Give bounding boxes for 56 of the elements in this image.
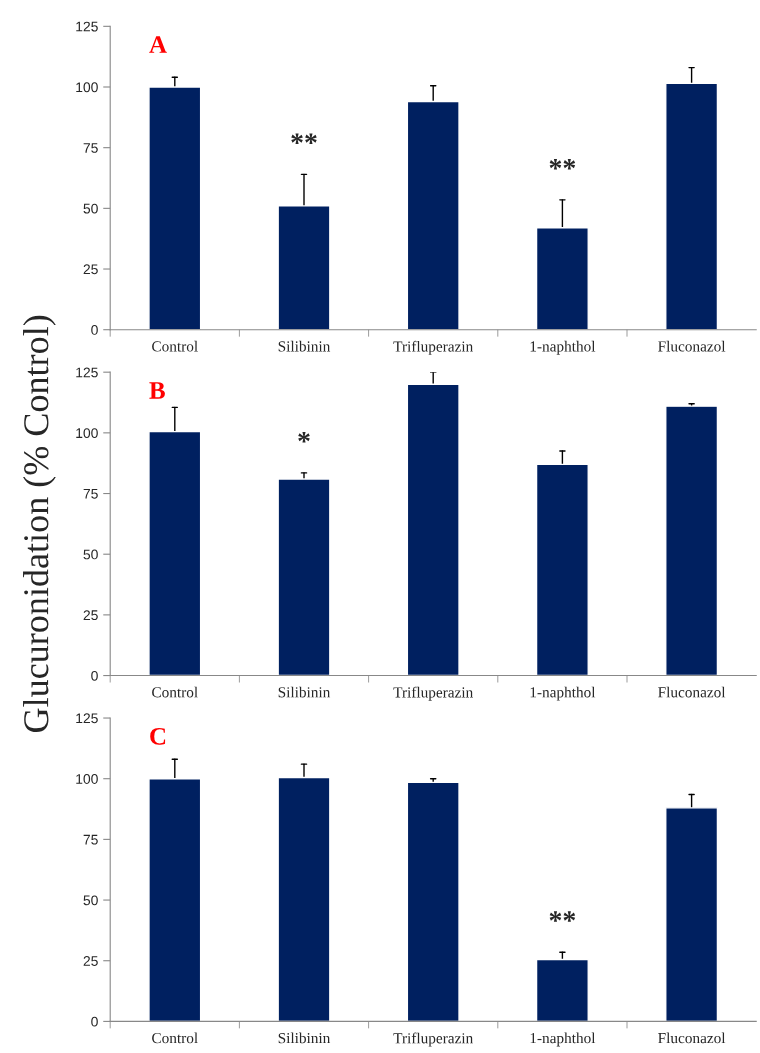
x-tick-label: Control [152, 340, 198, 352]
annotation: ** [291, 133, 317, 144]
x-tick-label: Silibinin [278, 686, 331, 698]
y-tick-label: 25 [83, 610, 98, 621]
bar [406, 383, 460, 676]
bar [665, 82, 719, 330]
y-tick-label: 25 [83, 264, 98, 275]
chart-title: B [149, 382, 165, 399]
x-tick-label: 1-naphthol [530, 340, 596, 355]
x-tick-label: 1-naphthol [530, 686, 596, 701]
x-tick-label: Trifluperazin [393, 340, 473, 355]
bar [535, 227, 589, 330]
x-tick-label: Control [152, 686, 198, 698]
x-tick-label: Silibinin [278, 1032, 331, 1044]
y-tick-label: 100 [76, 428, 98, 439]
bar [277, 776, 331, 1022]
bar [148, 430, 202, 676]
bar [665, 807, 719, 1022]
y-tick-label: 125 [76, 367, 98, 378]
bar [148, 778, 202, 1022]
x-tick-label: Silibinin [278, 340, 331, 352]
bar [535, 463, 589, 676]
x-tick-label: Fluconazol [658, 686, 726, 698]
annotation: * [298, 431, 310, 443]
y-tick-label: 50 [83, 895, 98, 906]
y-tick-label: 75 [83, 489, 98, 499]
bar [277, 205, 331, 330]
bar [406, 781, 460, 1022]
y-tick-label: 100 [76, 82, 98, 93]
bar [665, 405, 719, 676]
annotation: ** [549, 158, 576, 170]
y-tick-label: 50 [83, 549, 98, 560]
x-tick-label: 1-naphthol [530, 1032, 596, 1047]
y-tick-label: 125 [76, 21, 98, 32]
x-tick-label: Fluconazol [658, 1032, 726, 1044]
chart-title: A [149, 36, 167, 53]
x-tick-label: Fluconazol [658, 340, 726, 352]
x-tick-label: Trifluperazin [393, 1032, 473, 1047]
x-tick-label: Control [152, 1032, 198, 1044]
bar [148, 86, 202, 330]
y-tick-label: 100 [76, 774, 98, 784]
y-tick-label: 0 [91, 1016, 98, 1027]
y-tick-label: 0 [91, 670, 98, 681]
y-tick-label: 50 [83, 203, 98, 214]
chart-title: C [150, 727, 166, 745]
y-tick-label: 75 [83, 834, 98, 845]
bar [406, 100, 460, 330]
y-tick-label: 0 [91, 325, 98, 335]
y-axis-title: Glucuronidation (% Control) [23, 315, 56, 732]
x-tick-label: Trifluperazin [393, 686, 473, 701]
y-tick-label: 25 [83, 956, 98, 966]
bar [535, 958, 589, 1022]
annotation: ** [549, 911, 576, 922]
y-tick-label: 75 [83, 143, 98, 153]
y-tick-label: 125 [76, 713, 98, 724]
bar [277, 478, 331, 676]
